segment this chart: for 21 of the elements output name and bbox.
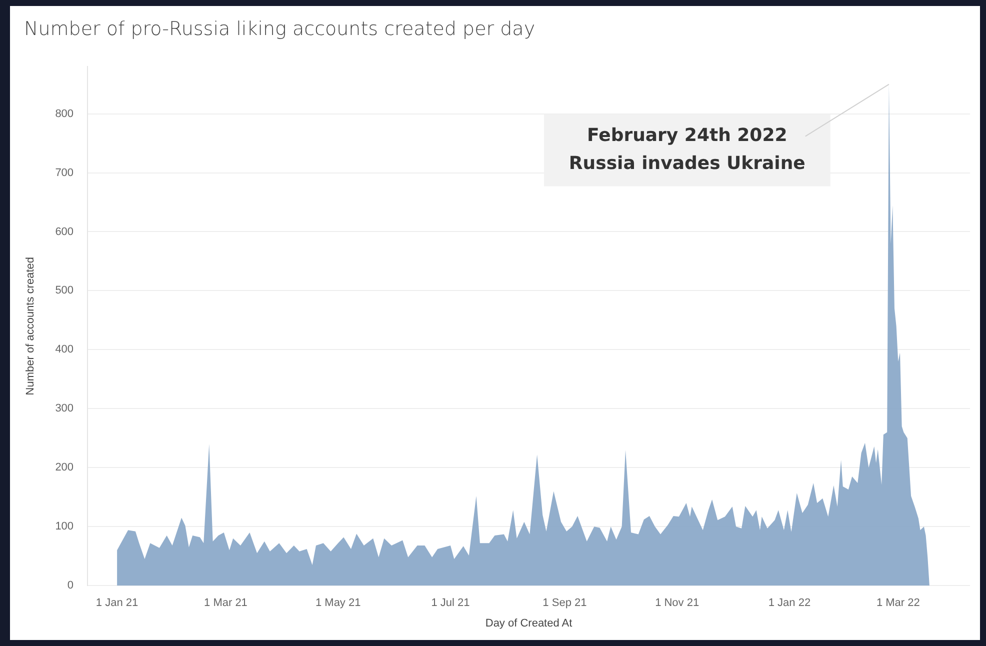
y-tick-label: 700: [55, 166, 74, 179]
x-tick-label: 1 Jan 21: [96, 597, 138, 610]
y-tick-label: 500: [55, 284, 74, 297]
y-tick-label: 600: [55, 226, 74, 238]
y-axis-title: Number of accounts created: [24, 257, 37, 396]
x-tick-label: 1 Nov 21: [655, 597, 700, 610]
y-tick-label: 400: [55, 344, 74, 356]
y-tick-label: 200: [55, 462, 74, 474]
chart-title: Number of pro-Russia liking accounts created per day: [24, 18, 536, 40]
x-tick-label: 1 Mar 21: [204, 597, 248, 610]
x-tick-label: 1 May 21: [315, 597, 361, 610]
y-tick-label: 0: [67, 580, 74, 592]
x-axis-title: Day of Created At: [485, 617, 572, 630]
y-tick-label: 300: [55, 402, 74, 415]
x-tick-label: 1 Sep 21: [542, 597, 587, 610]
y-tick-label: 100: [55, 520, 74, 533]
x-tick-label: 1 Jan 22: [768, 597, 811, 610]
x-tick-label: 1 Jul 21: [431, 597, 470, 610]
annotation: February 24th 2022 Russia invades Ukraine: [568, 124, 806, 174]
y-tick-label: 800: [55, 108, 74, 120]
x-tick-label: 1 Mar 22: [876, 597, 920, 610]
